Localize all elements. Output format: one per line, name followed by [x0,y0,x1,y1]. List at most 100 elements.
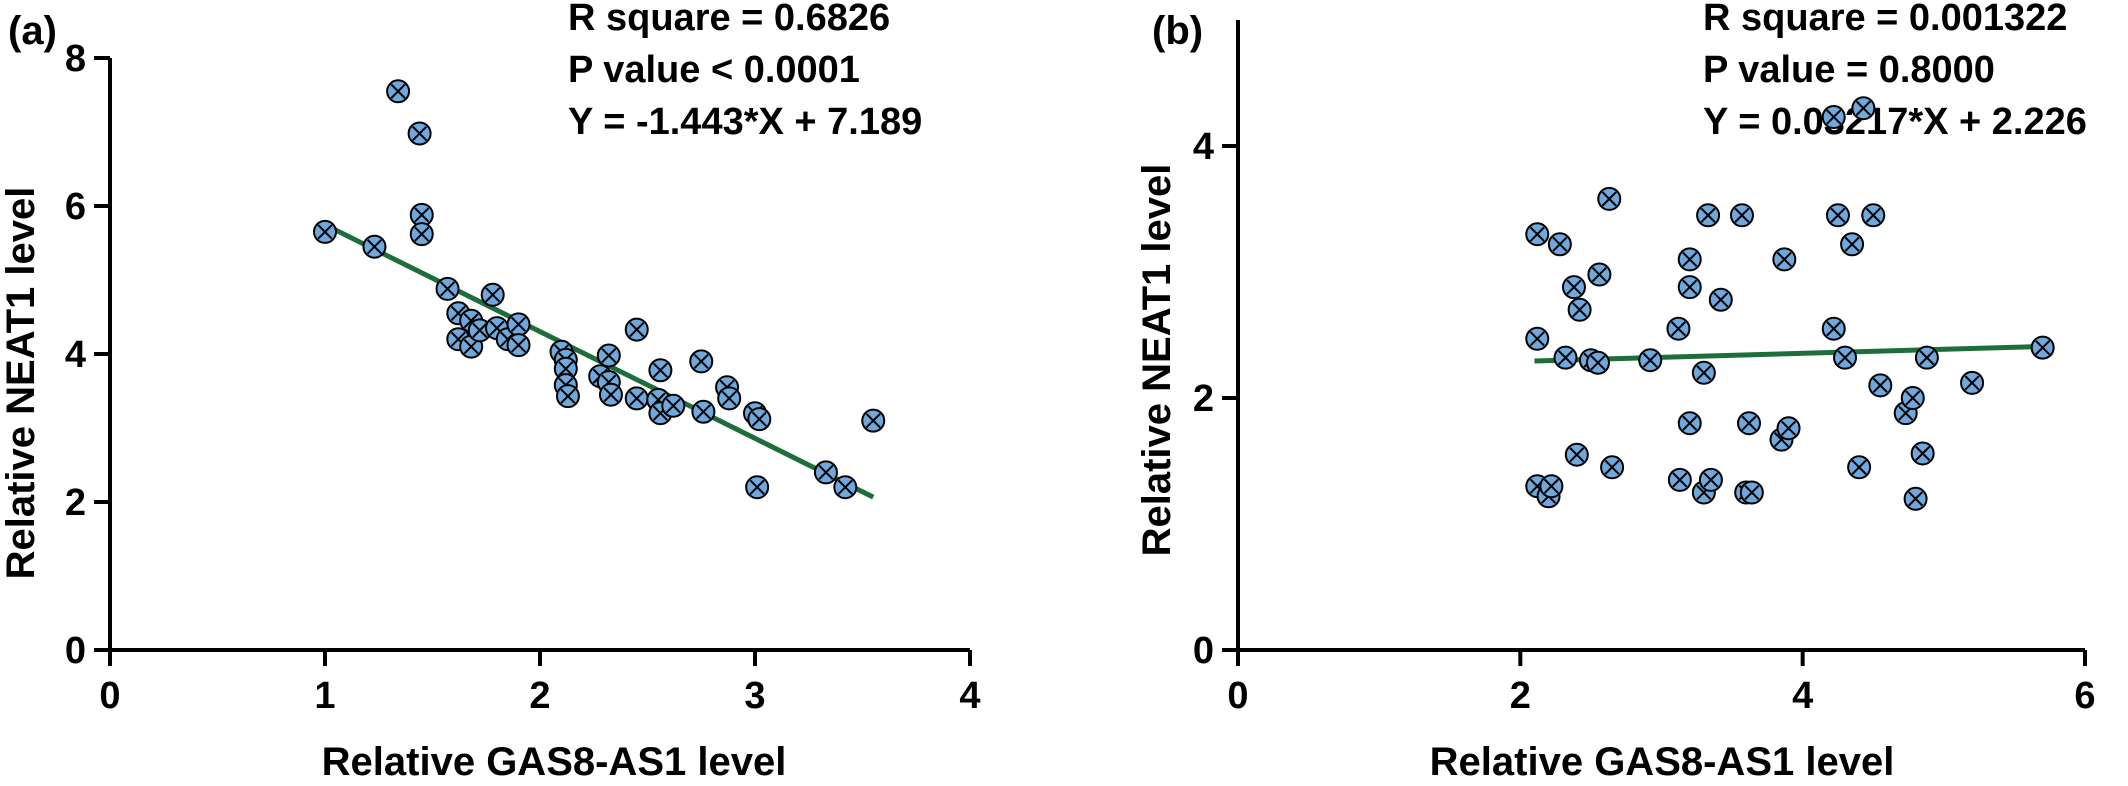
point-cross [1569,447,1585,463]
scatter-point [467,318,492,343]
scatter-point [1553,345,1578,370]
scatter-point [598,382,623,407]
point-cross [1529,226,1545,242]
scatter-point [407,121,432,146]
scatter-point [1861,203,1886,228]
panel-b: (b) R square = 0.001322 P value = 0.8000… [1135,0,2096,784]
scatter-point [813,460,838,485]
panel-label: (a) [8,9,57,53]
scatter-point [1691,360,1716,385]
scatter-point [1739,480,1764,505]
x-tick-label: 0 [99,675,120,717]
scatter-point [1729,203,1754,228]
scatter-point [1851,96,1876,121]
scatter-point [1772,247,1797,272]
point-cross [1734,207,1750,223]
scatter-point [555,384,580,409]
point-cross [1776,251,1792,267]
scatter-point [1903,486,1928,511]
point-cross [1682,279,1698,295]
point-cross [1557,350,1574,366]
scatter-point [1914,345,1939,370]
scatter-point [313,219,337,244]
scatter-point [747,407,772,432]
point-cross [1830,207,1846,223]
x-tick-label: 6 [2074,675,2095,717]
point-cross [1964,375,1980,391]
x-tick-label: 4 [959,675,980,717]
x-axis-title: Relative GAS8-AS1 level [322,740,787,784]
point-cross [1865,207,1881,223]
point-cross [1905,390,1921,406]
point-cross [1703,472,1719,488]
y-tick-label: 2 [65,482,86,524]
x-tick-label: 1 [314,675,335,717]
point-cross [412,125,428,142]
scatter-point [691,399,716,424]
scatter-point [1840,232,1865,257]
scatter-point [1564,442,1589,467]
point-cross [485,287,501,303]
point-cross [1713,292,1729,308]
point-cross [1670,321,1686,337]
scatter-point [661,393,686,418]
scatter-point [435,276,460,301]
scatter-point [1677,275,1702,300]
scatter-point [1667,467,1692,492]
point-cross [1601,191,1617,207]
scatter-point [833,475,858,500]
scatter-point [624,317,649,342]
scatter-point [624,386,649,411]
point-cross [1919,350,1935,366]
point-cross [665,398,681,414]
stat-equation: Y = -1.443*X + 7.189 [568,101,922,143]
point-cross [818,464,834,480]
scatter-point [717,386,742,411]
scatter-point [1567,297,1592,322]
scatter-point [689,349,714,374]
y-axis-title: Relative NEAT1 level [0,187,43,580]
scatter-point [553,356,578,381]
scatter-point [1847,455,1872,480]
scatter-point [1776,416,1801,441]
stat-p-value: P value < 0.0001 [568,49,860,91]
point-cross [450,305,466,321]
scatter-point [1525,326,1550,351]
point-cross [472,322,488,338]
point-cross [560,388,576,404]
point-cross [414,226,430,242]
scatter-point [1868,373,1893,398]
point-cross [1872,377,1888,393]
point-cross [1744,484,1760,501]
stat-equation: Y = 0.03217*X + 2.226 [1703,101,2087,143]
scatter-point [1737,411,1762,436]
scatter-point [1910,441,1935,466]
scatter-point [648,358,673,383]
y-tick-label: 8 [65,38,86,80]
point-cross [510,316,527,332]
scatter-point [1547,232,1572,257]
point-cross [1696,365,1712,381]
point-cross [629,322,645,338]
scatter-point [1585,350,1610,375]
scatter-point [1638,348,1663,373]
point-cross [1826,321,1842,337]
y-tick-label: 4 [65,334,86,376]
point-cross [1700,207,1716,223]
point-cross [1591,266,1607,283]
point-cross [1915,445,1931,461]
point-cross [629,390,645,406]
scatter-point [480,282,505,307]
point-cross [1682,251,1698,267]
scatter-point [386,79,411,104]
point-cross [366,239,382,255]
point-cross [1604,459,1620,475]
x-tick-label: 2 [1510,675,1531,717]
regression-line-group [1534,343,2043,364]
scatter-point [1825,203,1850,228]
point-cross [414,207,430,223]
point-cross [1908,491,1924,507]
point-cross [1851,459,1867,475]
stat-r-square: R square = 0.001322 [1703,0,2067,39]
